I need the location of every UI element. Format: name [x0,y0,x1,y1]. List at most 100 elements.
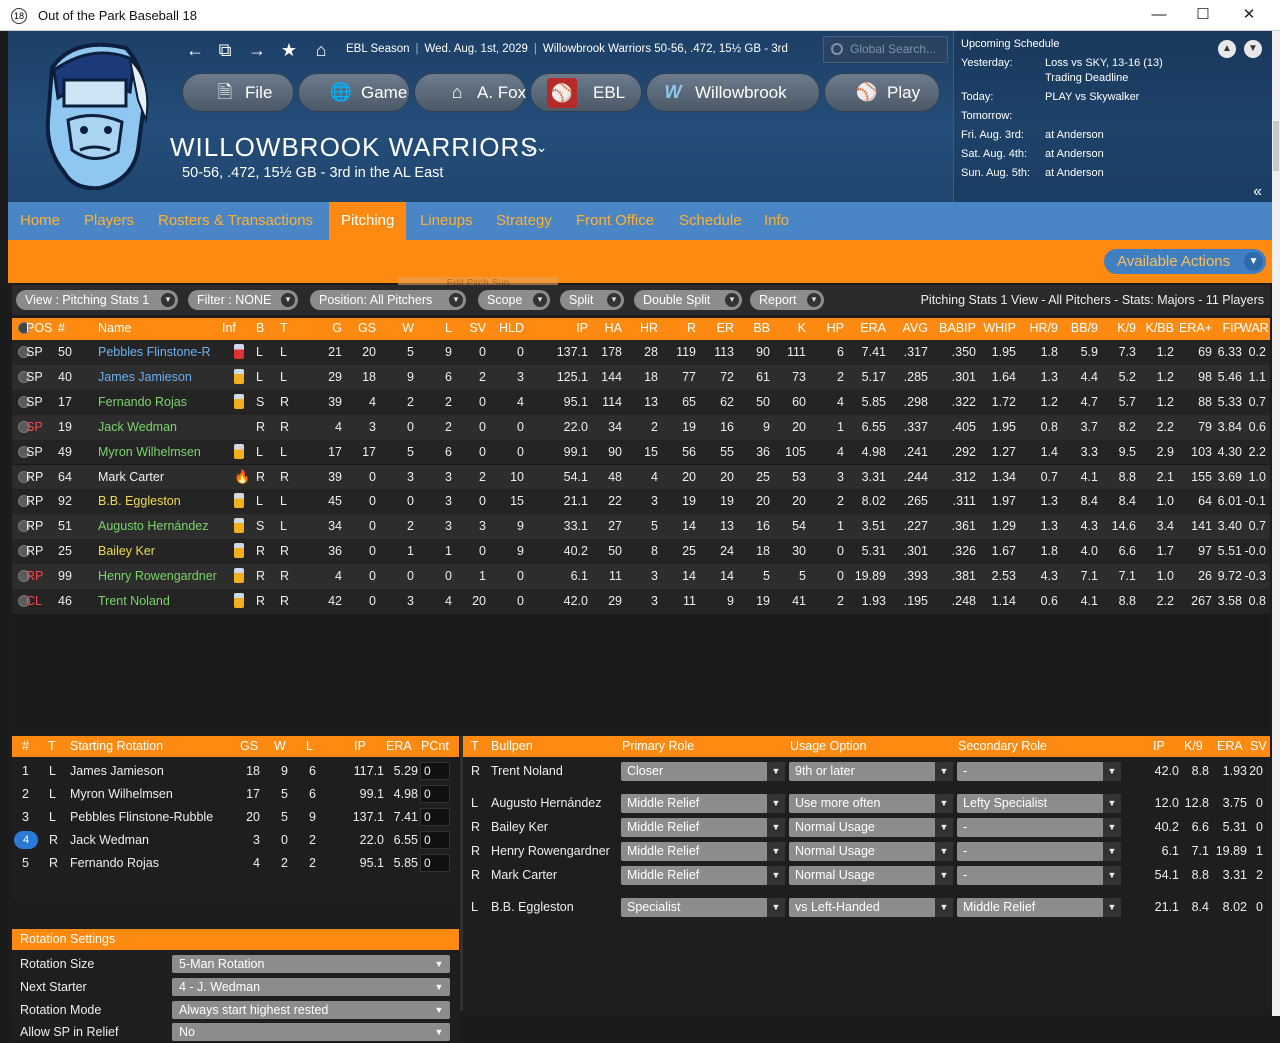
tab-lineups[interactable]: Lineups [420,212,473,229]
player-name-link[interactable]: Myron Wilhelmsen [98,444,201,459]
report-dropdown[interactable]: Report ▼ [750,290,824,310]
column-header-avg[interactable]: AVG [902,321,928,335]
bullpen-row[interactable]: R Henry Rowengardner Middle Relief ▼ Normal … [463,840,1270,864]
home-icon[interactable]: ⌂ [315,40,327,60]
player-name-link[interactable]: Fernando Rojas [70,856,159,870]
row-select-radio[interactable] [18,520,30,533]
column-header-babip[interactable]: BABIP [939,321,976,335]
secondary-role-select[interactable]: Middle Relief ▼ [957,898,1121,917]
rotation-row[interactable]: 5 R Fernando Rojas 4 2 2 95.1 5.85 0 [12,852,459,875]
bullpen-row[interactable]: R Mark Carter Middle Relief ▼ Normal Usage ▼ -… [463,864,1270,888]
primary-role-select[interactable]: Specialist ▼ [621,898,785,917]
usage-option-select[interactable]: 9th or later ▼ [789,762,953,781]
game-menu-button[interactable]: 🌐 Game [298,73,410,112]
schedule-value[interactable]: PLAY vs Skywalker [1045,91,1140,103]
primary-role-select[interactable]: Middle Relief ▼ [621,842,785,861]
forward-icon[interactable]: → [248,40,266,60]
player-name-link[interactable]: B.B. Eggleston [491,900,574,914]
secondary-role-select[interactable]: - ▼ [957,842,1121,861]
scope-dropdown[interactable]: Scope ▼ [478,290,550,310]
column-header-era-plus[interactable]: ERA+ [1178,321,1212,335]
injury-status-icon[interactable] [234,568,244,584]
player-name-link[interactable]: Trent Noland [491,764,563,778]
column-header-inf[interactable]: Inf [222,321,236,335]
column-header-pos[interactable]: POS [26,321,53,335]
select-all-radio[interactable] [18,322,30,334]
double-split-dropdown[interactable]: Double Split ▼ [634,290,742,310]
player-name-link[interactable]: Bailey Ker [491,820,548,834]
pitch-count-input[interactable]: 0 [420,854,450,872]
rotation-header-w[interactable]: W [274,739,286,753]
table-row[interactable]: SP 40 James Jamieson L L 29 18 9 6 2 3 125.1 144 18 77… [12,364,1270,390]
tab-front-office[interactable]: Front Office [576,212,655,229]
player-name-link[interactable]: James Jamieson [98,369,192,384]
row-select-radio[interactable] [18,395,30,408]
player-name-link[interactable]: Mark Carter [491,868,557,882]
player-name-link[interactable]: Jack Wedman [70,833,149,847]
player-name-link[interactable]: Jack Wedman [98,419,177,434]
row-select-radio[interactable] [18,470,30,483]
global-search-input[interactable]: Global Search... [823,36,948,63]
tab-players[interactable]: Players [84,212,135,229]
primary-role-select[interactable]: Middle Relief ▼ [621,794,785,813]
rotation-header-l[interactable]: L [306,739,313,753]
table-row[interactable]: SP 19 Jack Wedman R R 4 3 0 2 0 0 22.0 34 2 19 16 9 20 1 6.… [12,414,1270,440]
table-row[interactable]: RP 51 Augusto Hernández S L 34 0 2 3 3 9 33.1 27 5 14 1… [12,514,1270,540]
primary-role-select[interactable]: Closer ▼ [621,762,785,781]
rotation-header-pcnt[interactable]: PCnt [421,739,449,753]
player-name-link[interactable]: Bailey Ker [98,544,155,559]
tab-schedule[interactable]: Schedule [679,212,742,229]
column-header-fip[interactable]: FIP [1222,321,1242,335]
collapse-panel-icon[interactable]: « [1253,183,1262,200]
secondary-role-select[interactable]: Lefty Specialist ▼ [957,794,1121,813]
position-dropdown[interactable]: Position: All Pitchers ▼ [310,290,466,310]
bullpen-row[interactable]: L Augusto Hernández Middle Relief ▼ Use more… [463,792,1270,816]
chevron-down-icon[interactable]: ▼ [1244,40,1262,58]
injury-status-icon[interactable] [234,518,244,534]
hot-streak-icon[interactable]: 🔥 [234,468,251,484]
close-icon[interactable]: ✕ [1242,6,1256,23]
column-header-k[interactable]: K [797,321,806,335]
next-starter-select[interactable]: 4 - J. Wedman ▼ [172,978,450,996]
column-header-number[interactable]: # [58,321,65,335]
usage-option-select[interactable]: Normal Usage ▼ [789,842,953,861]
pitch-count-input[interactable]: 0 [420,808,450,826]
chevron-down-icon[interactable]: ⌄⌄ [524,139,548,155]
injury-status-icon[interactable] [234,493,244,509]
table-row[interactable]: RP 64 Mark Carter 🔥 R R 39 0 3 3 2 10 54.1 48 4 20 20 25 5… [12,464,1270,490]
chevron-up-icon[interactable]: ▲ [1218,40,1236,58]
bullpen-header-k9[interactable]: K/9 [1184,739,1203,753]
rotation-size-select[interactable]: 5-Man Rotation ▼ [172,955,450,973]
bullpen-header-ip[interactable]: IP [1153,739,1165,753]
bullpen-row[interactable]: L B.B. Eggleston Specialist ▼ vs Left-Handed… [463,896,1270,920]
column-header-sv[interactable]: SV [469,321,486,335]
column-header-kbb[interactable]: K/BB [1145,321,1175,335]
rotation-row[interactable]: 3 L Pebbles Flinstone-Rubble 20 5 9 137.1 7.41 0 [12,806,459,829]
rotation-header-throws[interactable]: T [48,739,56,753]
column-header-hr[interactable]: HR [639,321,658,335]
player-name-link[interactable]: Augusto Hernández [491,796,602,810]
filter-dropdown[interactable]: Filter : NONE ▼ [188,290,298,310]
table-row[interactable]: RP 92 B.B. Eggleston L L 45 0 0 3 0 15 21.1 22 3 19 19 2… [12,489,1270,515]
secondary-role-select[interactable]: - ▼ [957,762,1121,781]
player-name-link[interactable]: Fernando Rojas [98,394,187,409]
bullpen-header-era[interactable]: ERA [1217,739,1243,753]
usage-option-select[interactable]: Normal Usage ▼ [789,866,953,885]
column-header-hr9[interactable]: HR/9 [1029,321,1058,335]
file-menu-button[interactable]: 🗎 File [182,73,294,112]
player-name-link[interactable]: Pebbles Flinstone-R [98,345,211,359]
rotation-header-era[interactable]: ERA [386,739,412,753]
tab-pitching[interactable]: Pitching [329,202,407,240]
column-header-ha[interactable]: HA [604,321,622,335]
bullpen-header-usage[interactable]: Usage Option [790,739,867,753]
column-header-name[interactable]: Name [98,321,132,335]
star-icon[interactable]: ★ [280,40,298,60]
rotation-row[interactable]: 2 L Myron Wilhelmsen 17 5 6 99.1 4.98 0 [12,783,459,806]
rotation-mode-select[interactable]: Always start highest rested ▼ [172,1001,450,1019]
row-select-radio[interactable] [18,545,30,558]
table-row[interactable]: CL 46 Trent Noland R R 42 0 3 4 20 0 42.0 29 3 11 9 19 41… [12,589,1270,614]
copy-icon[interactable]: ⧉ [218,40,232,60]
window-scrollbar[interactable] [1272,31,1280,1016]
player-name-link[interactable]: Augusto Hernández [98,519,209,534]
player-name-link[interactable]: Myron Wilhelmsen [70,787,173,801]
